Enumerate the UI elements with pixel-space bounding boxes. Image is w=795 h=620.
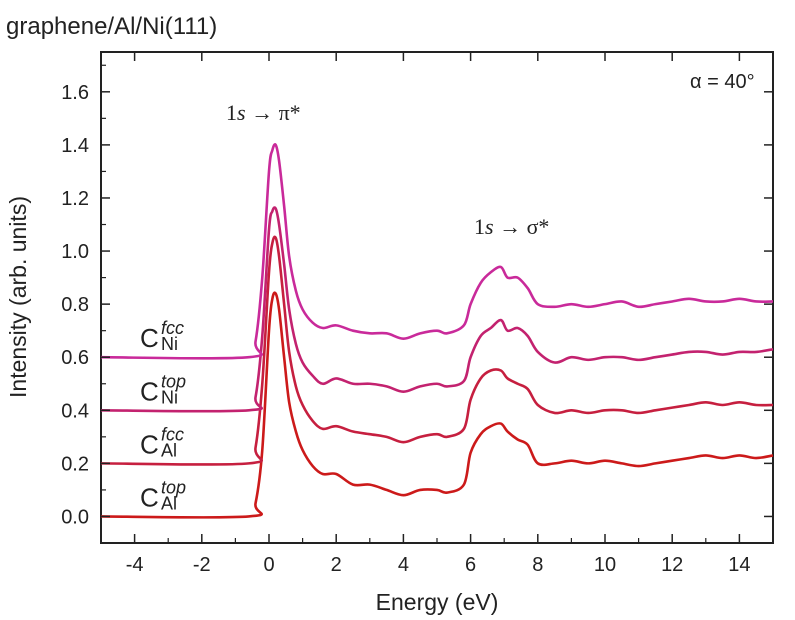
plot-frame (100, 51, 774, 544)
series-line-c-top-al (100, 291, 774, 519)
sigma-label-rest: → σ* (494, 214, 550, 239)
sigma-label-s: s (485, 214, 494, 239)
x-axis: -4 -2 0 2 4 6 8 10 12 14 (100, 52, 774, 576)
series-label-sup: fcc (161, 318, 184, 338)
chart-title: graphene/Al/Ni(111) (6, 13, 217, 40)
x-axis-label: Energy (eV) (376, 589, 499, 615)
x-tick-label: 8 (532, 554, 543, 576)
y-tick-label: 0.6 (61, 347, 89, 369)
pi-label-s: s (237, 100, 246, 125)
series-label-sub: Ni (161, 387, 178, 407)
y-tick-label: 1.6 (61, 82, 89, 104)
x-tick-label: 14 (728, 554, 750, 576)
series-label-base: C (140, 429, 159, 459)
pi-label-rest: → π* (246, 100, 301, 125)
series-label-base: C (140, 376, 159, 406)
y-axis: 0.0 0.2 0.4 0.6 0.8 1.0 1.2 1.4 1.6 (61, 64, 773, 528)
x-tick-label: 2 (331, 554, 342, 576)
series-label-sup: top (161, 477, 186, 497)
pi-label-prefix: 1 (226, 100, 237, 125)
series-label-sub: Ni (161, 334, 178, 354)
x-tick-label: 12 (661, 554, 683, 576)
series-label-base: C (140, 323, 159, 353)
x-tick-label: -4 (126, 554, 144, 576)
x-tick-label: -2 (193, 554, 211, 576)
sigma-label-prefix: 1 (474, 214, 485, 239)
y-tick-label: 0.8 (61, 294, 89, 316)
series-label-sup: fcc (161, 424, 184, 444)
x-tick-label: 6 (465, 554, 476, 576)
y-tick-label: 1.0 (61, 241, 89, 263)
series-label-sub: Al (161, 440, 177, 460)
y-tick-label: 1.2 (61, 188, 89, 210)
x-tick-label: 0 (263, 554, 274, 576)
y-tick-label: 0.4 (61, 400, 89, 422)
angle-annotation: α = 40° (690, 71, 755, 93)
series-line-c-fcc-ni (100, 143, 774, 360)
sigma-star-annotation: 1s → σ* (474, 214, 549, 239)
series-label-sub: Al (161, 493, 177, 513)
series-layer (100, 143, 774, 519)
series-label-base: C (140, 482, 159, 512)
x-tick-label: 10 (594, 554, 616, 576)
y-tick-label: 0.2 (61, 453, 89, 475)
x-tick-label: 4 (398, 554, 409, 576)
series-label-sup: top (161, 371, 186, 391)
series-line-c-top-ni (100, 206, 774, 413)
y-tick-label: 1.4 (61, 135, 89, 157)
y-axis-label: Intensity (arb. units) (5, 196, 31, 398)
series-line-c-fcc-al (100, 235, 774, 466)
y-tick-label: 0.0 (61, 506, 89, 528)
pi-star-annotation: 1s → π* (226, 100, 301, 125)
